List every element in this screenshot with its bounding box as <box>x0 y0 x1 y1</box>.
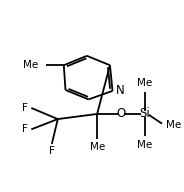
Text: F: F <box>22 124 28 134</box>
Text: Me: Me <box>166 120 182 130</box>
Text: Me: Me <box>137 78 153 88</box>
Text: Me: Me <box>23 60 38 70</box>
Text: Me: Me <box>89 142 105 152</box>
Text: F: F <box>22 103 28 113</box>
Text: N: N <box>116 84 124 97</box>
Text: F: F <box>49 146 55 156</box>
Text: Si: Si <box>140 108 150 120</box>
Text: O: O <box>116 108 126 120</box>
Text: Me: Me <box>137 140 153 150</box>
